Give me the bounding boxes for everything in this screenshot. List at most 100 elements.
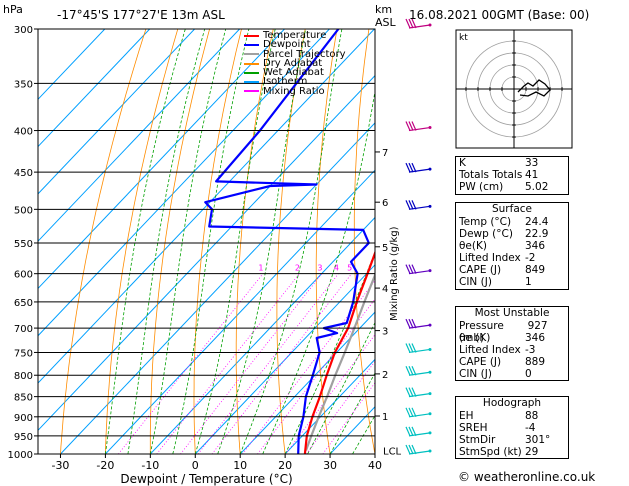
wind-barb-dot (428, 392, 432, 396)
wind-barb-dot (428, 347, 432, 351)
table-row: Pressure (mb) 927 (459, 319, 548, 344)
indices-top-table: K 33 Totals Totals 41 PW (cm) 5.02 (455, 156, 569, 195)
mixing-ratio-line (257, 298, 375, 454)
km-tick-label: 7 (382, 148, 388, 159)
pressure-tick-label: 400 (14, 127, 33, 138)
wind-barbs (405, 18, 432, 455)
mixing-ratio-label: 8 (376, 264, 381, 273)
wind-barb-dot (428, 412, 432, 416)
wind-barb-flag (405, 318, 411, 329)
table-row: StmSpd (kt) 29 (459, 446, 539, 459)
wind-barb-flag (408, 407, 414, 418)
isotherm-line (284, 358, 375, 454)
temperature-tick-label: 30 (323, 459, 337, 472)
legend-isotherm: Isotherm (244, 77, 346, 87)
wind-barb-flag (408, 121, 414, 131)
table-row: θe(K) 346 (459, 239, 546, 252)
pressure-tick-label: 900 (14, 413, 33, 424)
wind-barb-dot (428, 269, 432, 273)
pressure-tick-label: 750 (14, 348, 33, 359)
mixing-ratio-line (306, 360, 375, 454)
table-row: Temp (°C) 24.4 (459, 215, 549, 228)
isotherm-line (149, 216, 375, 454)
pressure-tick-label: 300 (14, 25, 33, 36)
temperature-tick-label: -30 (51, 459, 69, 472)
datetime-label: 16.08.2021 00GMT (Base: 00) (409, 8, 590, 22)
pressure-tick-label: 1000 (8, 450, 33, 461)
most-unstable-table: Most Unstable Pressure (mb) 927 θe (K) 346… (455, 306, 569, 382)
mixing-ratio-label: 2 (295, 264, 300, 273)
wet-adiabat-line (262, 88, 375, 454)
mixing-ratio-line (285, 334, 375, 454)
wind-barb-dot (428, 23, 432, 27)
wind-barb-dot (428, 204, 432, 208)
wind-barb-flag (405, 18, 411, 29)
wind-barb-flag (411, 318, 417, 329)
dry-adiabat-line (60, 29, 147, 454)
pressure-tick-label: 500 (14, 205, 33, 216)
wind-barb-dot (428, 370, 432, 374)
isotherm-line (239, 311, 375, 454)
temperature-tick-label: 20 (278, 459, 292, 472)
km-tick-label: 3 (382, 327, 388, 338)
pressure-tick-label: 800 (14, 371, 33, 382)
wind-barb-dot (428, 167, 432, 171)
table-row: K 33 (459, 157, 539, 169)
table-row: EH 88 (459, 409, 539, 422)
mixing-ratio-label: 20 (433, 264, 443, 273)
isotherm-line (194, 264, 375, 454)
hodograph: kt (455, 29, 573, 149)
wind-barb-flag (405, 343, 411, 353)
wind-barb-flag (411, 343, 417, 353)
mixing-ratio-line (197, 273, 339, 454)
mixing-ratio-label: 5 (347, 264, 352, 273)
legend: Temperature Dewpoint Parcel Trajectory D… (244, 30, 346, 96)
pressure-tick-label: 600 (14, 270, 33, 281)
wind-barb-flag (405, 387, 411, 397)
dry-adiabat-line (592, 29, 629, 454)
wind-barb-flag (411, 18, 417, 29)
legend-temperature: Temperature (244, 30, 346, 41)
table-row: Dewp (°C) 22.9 (459, 227, 549, 240)
legend-mixing-ratio: Mixing Ratio (244, 86, 346, 96)
table-row: SREH -4 (459, 421, 536, 434)
wind-barb-flag (408, 426, 414, 437)
table-row: PW (cm) 5.02 (459, 181, 549, 194)
copyright-footer: © weatheronline.co.uk (458, 470, 596, 484)
wind-barb-flag (411, 162, 417, 173)
hodograph-table: Hodograph EH 88 SREH -4 StmDir 301° StmSpd … (455, 396, 569, 460)
table-row: CAPE (J) 849 (459, 264, 546, 277)
wet-adiabat-line (149, 29, 227, 454)
pressure-tick-label: 950 (14, 432, 33, 443)
wind-barb-flag (408, 365, 414, 376)
plot-frame (37, 28, 376, 455)
asl-label: ASL (375, 16, 396, 29)
hodograph-unit-label: kt (459, 33, 468, 43)
pressure-tick-label: 550 (14, 239, 33, 250)
wind-barb-flag (411, 365, 417, 376)
wind-barb-flag (408, 318, 414, 329)
wind-barb-flag (408, 18, 414, 29)
legend-wet-adiabat: Wet Adiabat (244, 68, 346, 78)
wind-barb-flag (411, 387, 417, 397)
pressure-tick-label: 700 (14, 324, 33, 335)
wind-barb-flag (411, 444, 417, 455)
km-tick-label: 6 (382, 198, 388, 209)
wind-barb-flag (405, 444, 411, 455)
table-row: StmDir 301° (459, 433, 551, 446)
pressure-tick-label: 650 (14, 298, 33, 309)
pressure-unit-label: hPa (3, 3, 23, 16)
pressure-tick-label: 850 (14, 393, 33, 404)
isotherm-line (38, 29, 285, 290)
mixing-ratio-label: 3 (317, 264, 322, 273)
wind-barb-flag (405, 200, 411, 210)
hodograph-trace (517, 79, 551, 97)
dry-adiabat-line (353, 29, 375, 454)
km-unit-label: km (375, 3, 393, 16)
wind-barb-flag (408, 343, 414, 353)
isotherm-line (38, 29, 375, 384)
wind-barb-flag (408, 162, 414, 173)
temperature-tick-label: 40 (368, 459, 382, 472)
mixing-ratio-axis-label: Mixing Ratio (g/kg) (389, 226, 400, 321)
